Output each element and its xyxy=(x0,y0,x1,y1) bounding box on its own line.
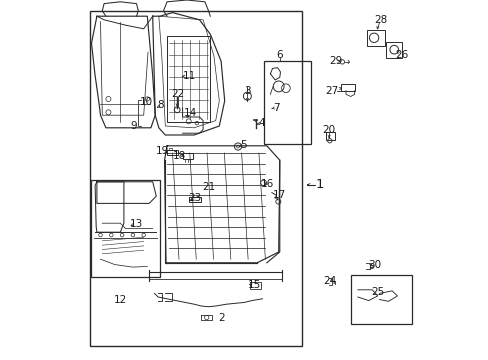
Text: 6: 6 xyxy=(276,50,283,60)
Text: 28: 28 xyxy=(373,15,386,25)
Text: 3: 3 xyxy=(243,86,250,96)
Bar xyxy=(167,36,210,122)
Text: 7: 7 xyxy=(272,103,279,113)
Text: 9: 9 xyxy=(130,121,137,131)
Text: 8: 8 xyxy=(157,100,164,111)
Bar xyxy=(167,150,178,155)
Bar xyxy=(91,180,160,277)
Bar xyxy=(264,61,310,144)
Circle shape xyxy=(236,145,239,148)
Text: 13: 13 xyxy=(129,219,142,229)
Text: 4: 4 xyxy=(258,118,265,129)
Text: 26: 26 xyxy=(395,50,408,60)
Bar xyxy=(386,42,401,58)
Text: 29: 29 xyxy=(328,56,342,66)
Text: 19: 19 xyxy=(156,146,169,156)
Text: 11: 11 xyxy=(183,71,196,81)
Text: 12: 12 xyxy=(113,294,127,305)
Text: 5: 5 xyxy=(240,140,246,150)
Text: 27: 27 xyxy=(325,86,338,96)
Bar xyxy=(366,30,384,46)
Text: 24: 24 xyxy=(323,276,336,286)
Text: 17: 17 xyxy=(272,190,285,200)
Bar xyxy=(183,153,193,159)
Text: 20: 20 xyxy=(322,125,335,135)
Bar xyxy=(350,275,411,324)
Text: 18: 18 xyxy=(173,150,186,161)
Text: 16: 16 xyxy=(261,179,274,189)
Text: 1: 1 xyxy=(314,178,323,191)
Bar xyxy=(340,84,354,91)
Text: 10: 10 xyxy=(140,97,153,107)
Text: 30: 30 xyxy=(367,260,381,270)
Text: 15: 15 xyxy=(247,280,261,290)
Text: 22: 22 xyxy=(171,89,184,99)
Bar xyxy=(188,197,201,202)
Bar xyxy=(325,132,334,140)
Text: 25: 25 xyxy=(370,287,384,297)
Text: 21: 21 xyxy=(202,182,215,192)
Text: 2: 2 xyxy=(217,312,224,323)
Text: 14: 14 xyxy=(183,108,197,118)
Bar xyxy=(89,11,302,346)
Text: 23: 23 xyxy=(188,193,201,203)
